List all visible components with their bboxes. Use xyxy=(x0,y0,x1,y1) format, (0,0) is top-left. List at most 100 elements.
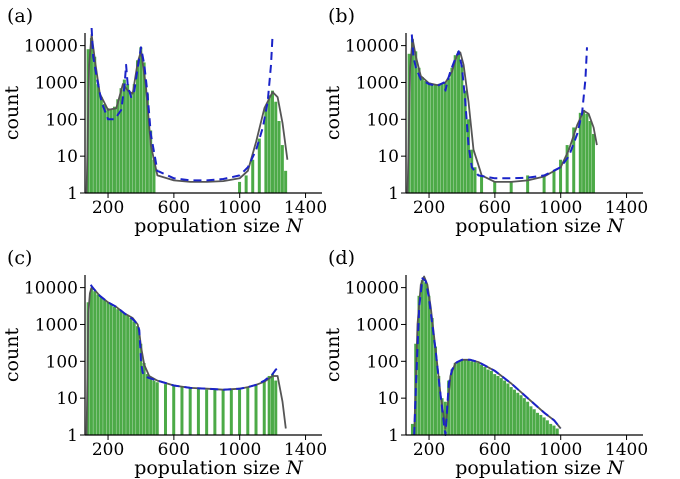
histogram-bar xyxy=(433,346,437,435)
histogram-bar xyxy=(532,409,536,435)
histogram-bar xyxy=(254,384,258,435)
histogram-bar xyxy=(503,380,507,435)
histogram-bar xyxy=(440,83,444,193)
histogram-bar xyxy=(453,362,457,435)
histogram-bar xyxy=(453,55,457,193)
histogram-bar xyxy=(145,374,149,435)
histogram-bar xyxy=(251,159,255,193)
histogram-bar xyxy=(437,84,441,193)
histogram-bar xyxy=(180,387,184,435)
histogram-bar xyxy=(129,93,133,193)
histogram-bar xyxy=(549,423,553,435)
histogram-bar xyxy=(486,369,490,435)
histogram-bar xyxy=(106,302,110,435)
histogram-bar xyxy=(460,359,464,435)
histogram-bar xyxy=(430,317,434,435)
histogram-bar xyxy=(274,101,278,193)
histogram-bar xyxy=(552,170,556,193)
histogram-bar xyxy=(450,369,454,435)
histogram-bar xyxy=(142,62,146,193)
histogram-bar xyxy=(246,387,250,435)
histogram-bar xyxy=(132,84,136,193)
histogram-bar xyxy=(188,387,192,435)
histogram-bar xyxy=(424,80,428,193)
x-tick-label: 600 xyxy=(479,198,511,218)
histogram-bar xyxy=(480,364,484,435)
x-tick-label: 200 xyxy=(413,440,445,460)
histogram-bar xyxy=(205,389,209,435)
histogram-bar xyxy=(480,175,484,193)
panel-label: (a) xyxy=(7,5,33,27)
histogram-bar xyxy=(519,395,523,435)
y-tick-label: 100 xyxy=(46,352,78,372)
y-tick-label: 100 xyxy=(46,110,78,130)
histogram-bar xyxy=(262,380,266,435)
histogram-bar xyxy=(572,127,576,193)
histogram-bar xyxy=(427,295,431,435)
x-axis-title: population size N xyxy=(455,215,625,237)
dashed-fit-curve xyxy=(90,27,274,182)
histogram-bar xyxy=(555,428,559,435)
histogram-bar xyxy=(443,82,447,193)
histogram-bar xyxy=(410,39,414,193)
histogram-bar xyxy=(509,387,513,435)
histogram-bar xyxy=(122,313,126,435)
y-tick-label: 10 xyxy=(56,389,78,409)
histogram-bar xyxy=(116,99,120,193)
histogram-bar xyxy=(139,343,143,435)
histogram-bar xyxy=(264,108,268,193)
histogram-bar xyxy=(417,67,421,193)
histogram-bar xyxy=(126,315,130,435)
histogram-bar xyxy=(164,384,167,435)
histogram-bar xyxy=(493,374,497,435)
histogram-bar xyxy=(136,60,140,193)
histogram-bar xyxy=(483,367,487,435)
histogram-bar xyxy=(493,181,497,193)
histogram-bar xyxy=(539,414,543,435)
histogram-bar xyxy=(437,375,441,435)
y-tick-label: 10 xyxy=(377,389,399,409)
histogram-bar xyxy=(155,382,159,435)
histogram-bar xyxy=(149,378,153,435)
x-tick-label: 600 xyxy=(158,198,190,218)
histogram-bar xyxy=(152,159,156,193)
histogram-bar xyxy=(172,385,176,435)
histogram-bar xyxy=(552,425,556,435)
chart-panel-1: 200 600 1000 1400 1 10 100 1000 10000 (a) count pop… xyxy=(1,5,327,237)
histogram-bar xyxy=(457,51,461,193)
y-tick-label: 10 xyxy=(56,147,78,167)
y-tick-label: 1 xyxy=(388,184,399,204)
y-tick-label: 10 xyxy=(377,147,399,167)
histogram-bar xyxy=(122,79,126,193)
histogram-bar xyxy=(526,401,530,435)
y-tick-label: 10000 xyxy=(345,279,399,299)
histogram-bar xyxy=(420,280,424,435)
histogram-bar xyxy=(126,84,130,193)
histogram-bar xyxy=(536,412,540,435)
solid-fit-curve xyxy=(406,38,598,194)
histogram-bar xyxy=(270,90,274,193)
histogram-bar xyxy=(506,383,510,435)
y-tick-label: 1 xyxy=(67,184,78,204)
histogram-bar xyxy=(542,417,546,435)
histogram-bar xyxy=(457,361,461,435)
histogram-bar xyxy=(427,82,431,193)
x-tick-label: 1000 xyxy=(539,198,582,218)
histogram-bar xyxy=(420,77,424,193)
histogram-bar xyxy=(473,362,477,435)
histogram-bar xyxy=(582,109,586,193)
y-tick-label: 1 xyxy=(67,426,78,446)
histogram-bar xyxy=(424,282,428,435)
x-tick-label: 1400 xyxy=(284,198,327,218)
histogram-bar xyxy=(410,423,414,435)
x-tick-label: 1400 xyxy=(284,440,327,460)
histogram-bar xyxy=(119,88,123,193)
histogram-bar xyxy=(440,398,444,435)
dashed-fit-curve xyxy=(410,34,588,180)
histogram-bar xyxy=(466,119,470,193)
histogram-bar xyxy=(526,175,530,193)
histogram-bar xyxy=(109,109,113,193)
x-tick-label: 1000 xyxy=(539,440,582,460)
histogram-bar xyxy=(267,375,271,435)
